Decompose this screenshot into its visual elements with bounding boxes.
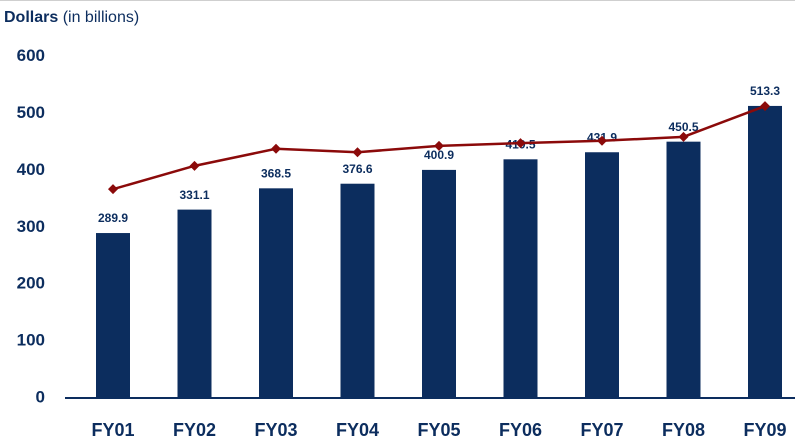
data-label: 376.6 xyxy=(342,162,372,176)
bar xyxy=(503,159,538,398)
line-marker xyxy=(271,143,281,154)
x-tick-label: FY05 xyxy=(417,420,460,440)
y-tick-label: 0 xyxy=(36,387,45,406)
data-label: 368.5 xyxy=(261,166,291,180)
y-tick-label: 300 xyxy=(17,217,45,236)
bar xyxy=(96,233,130,398)
data-label: 513.3 xyxy=(750,84,780,98)
bar xyxy=(748,105,782,398)
data-label: 450.5 xyxy=(668,120,698,134)
x-tick-label: FY01 xyxy=(91,420,134,440)
line-marker xyxy=(189,160,200,171)
y-tick-label: 200 xyxy=(17,274,45,293)
line-marker xyxy=(352,147,363,158)
chart-title: Dollars (in billions) xyxy=(4,9,139,26)
y-tick-label: 400 xyxy=(17,160,45,179)
bar xyxy=(259,188,293,398)
x-tick-label: FY04 xyxy=(336,420,379,440)
data-label: 331.1 xyxy=(179,188,209,202)
line-marker xyxy=(108,184,118,195)
x-tick-label: FY07 xyxy=(580,420,623,440)
title: Dollars xyxy=(4,9,58,26)
line-marker xyxy=(434,140,444,151)
y-tick-label: 100 xyxy=(17,331,45,350)
x-tick-label: FY03 xyxy=(254,420,297,440)
data-label: 289.9 xyxy=(98,211,128,225)
line-marker xyxy=(760,101,770,112)
x-tick-label: FY08 xyxy=(662,420,705,440)
bar xyxy=(340,183,375,398)
data-label: 400.9 xyxy=(424,148,454,162)
y-tick-label: 500 xyxy=(17,103,45,122)
line-marker xyxy=(515,138,526,149)
bar xyxy=(666,141,701,398)
x-tick-label: FY06 xyxy=(499,420,542,440)
line-marker xyxy=(678,131,689,142)
line-marker xyxy=(597,135,607,146)
bar xyxy=(585,152,619,398)
bar xyxy=(422,169,456,398)
x-tick-label: FY09 xyxy=(743,420,786,440)
y-tick-label: 600 xyxy=(17,46,45,65)
bar xyxy=(177,209,212,398)
subtitle: (in billions) xyxy=(63,9,139,26)
x-tick-label: FY02 xyxy=(173,420,216,440)
